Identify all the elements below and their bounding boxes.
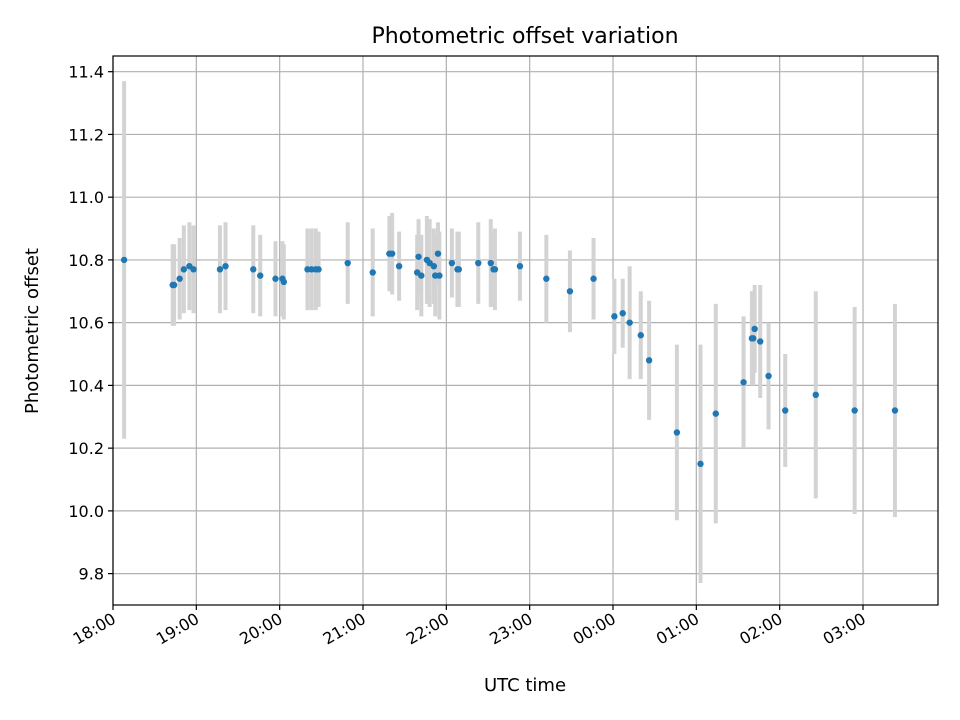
data-point: [180, 266, 188, 273]
data-point: [590, 275, 597, 282]
y-axis-label: Photometric offset: [22, 248, 43, 414]
data-point: [222, 262, 229, 270]
data-point: [891, 407, 899, 414]
data-point: [344, 259, 351, 267]
chart-title: Photometric offset variation: [371, 24, 678, 49]
data-point: [673, 429, 681, 436]
y-tick-label: 9.8: [79, 565, 104, 584]
data-point: [415, 253, 422, 260]
data-point: [250, 266, 257, 273]
y-tick-label: 11.0: [68, 188, 104, 207]
grid: [112, 56, 938, 605]
data-point: [257, 272, 264, 279]
data-point: [697, 460, 704, 468]
data-point: [280, 278, 288, 286]
data-point: [369, 269, 376, 276]
data-point: [516, 262, 524, 270]
y-tick-label: 10.0: [68, 502, 104, 521]
data-point: [712, 410, 719, 417]
y-tick-label: 10.8: [68, 251, 104, 270]
data-point: [475, 259, 482, 267]
data-point: [750, 335, 757, 342]
data-points: [120, 250, 899, 468]
data-point: [637, 332, 644, 339]
data-point: [740, 379, 747, 386]
plot-area-frame: [112, 55, 939, 606]
data-point: [190, 266, 197, 273]
data-point: [619, 310, 626, 317]
data-point: [812, 391, 819, 399]
data-point: [272, 275, 279, 282]
y-tick-label: 10.4: [68, 376, 104, 395]
data-point: [851, 407, 858, 414]
data-point: [448, 259, 456, 267]
data-point: [434, 250, 442, 257]
y-tick-label: 11.4: [68, 63, 104, 82]
data-point: [611, 313, 618, 320]
data-point: [436, 272, 443, 279]
data-point: [430, 262, 438, 270]
data-point: [645, 357, 653, 364]
data-point: [395, 262, 403, 270]
data-point: [315, 266, 322, 273]
data-point: [487, 259, 494, 267]
data-point: [388, 250, 396, 257]
y-tick-label: 10.6: [68, 314, 104, 333]
data-point: [543, 275, 550, 282]
y-tick-label: 10.2: [68, 439, 104, 458]
x-axis-label: UTC time: [484, 675, 566, 696]
data-point: [170, 281, 178, 289]
y-tick-label: 11.2: [68, 125, 104, 144]
data-point: [176, 275, 183, 282]
data-point: [757, 338, 764, 345]
data-point: [782, 407, 789, 414]
data-point: [751, 325, 758, 333]
data-point: [418, 272, 425, 279]
data-point: [626, 319, 633, 326]
data-point: [765, 372, 772, 380]
data-point: [491, 266, 499, 273]
data-point: [566, 288, 574, 295]
data-point: [216, 266, 224, 273]
data-point: [455, 266, 463, 273]
data-point: [120, 256, 128, 264]
